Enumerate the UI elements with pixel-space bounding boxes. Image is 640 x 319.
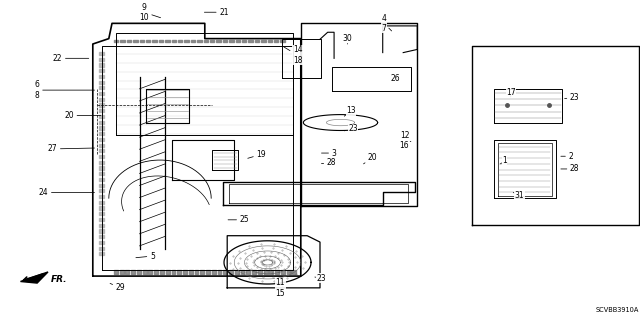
Text: 1: 1 [500,156,507,165]
Text: 6
8: 6 8 [35,80,95,100]
Text: 3: 3 [321,149,337,158]
Text: 13: 13 [344,106,356,116]
Text: 4
7: 4 7 [381,14,392,33]
Text: 23: 23 [344,124,358,133]
Text: 19: 19 [248,150,266,159]
Text: 21: 21 [204,8,228,17]
Text: 30: 30 [342,34,353,44]
Text: 28: 28 [561,165,579,174]
Text: 20: 20 [64,111,101,120]
Text: 20: 20 [364,153,378,164]
Text: 28: 28 [321,158,336,167]
Text: 25: 25 [228,215,250,224]
Text: 5: 5 [136,252,155,261]
Text: 26: 26 [390,75,401,84]
Text: 29: 29 [110,283,125,292]
Text: SCVBB3910A: SCVBB3910A [595,307,639,313]
Text: 31: 31 [513,191,525,200]
Text: 17: 17 [506,88,516,97]
Text: 12
16: 12 16 [399,131,411,150]
Text: 14
18: 14 18 [284,45,303,65]
Text: FR.: FR. [51,275,68,284]
Text: 2: 2 [561,152,573,161]
Polygon shape [20,272,48,283]
Text: 22: 22 [53,54,89,63]
Text: 27: 27 [47,145,95,153]
Text: 23: 23 [564,93,580,102]
Text: 23: 23 [315,274,326,283]
Text: 9
10: 9 10 [139,3,161,22]
Text: 11
15: 11 15 [275,278,285,298]
Text: 24: 24 [38,188,95,197]
